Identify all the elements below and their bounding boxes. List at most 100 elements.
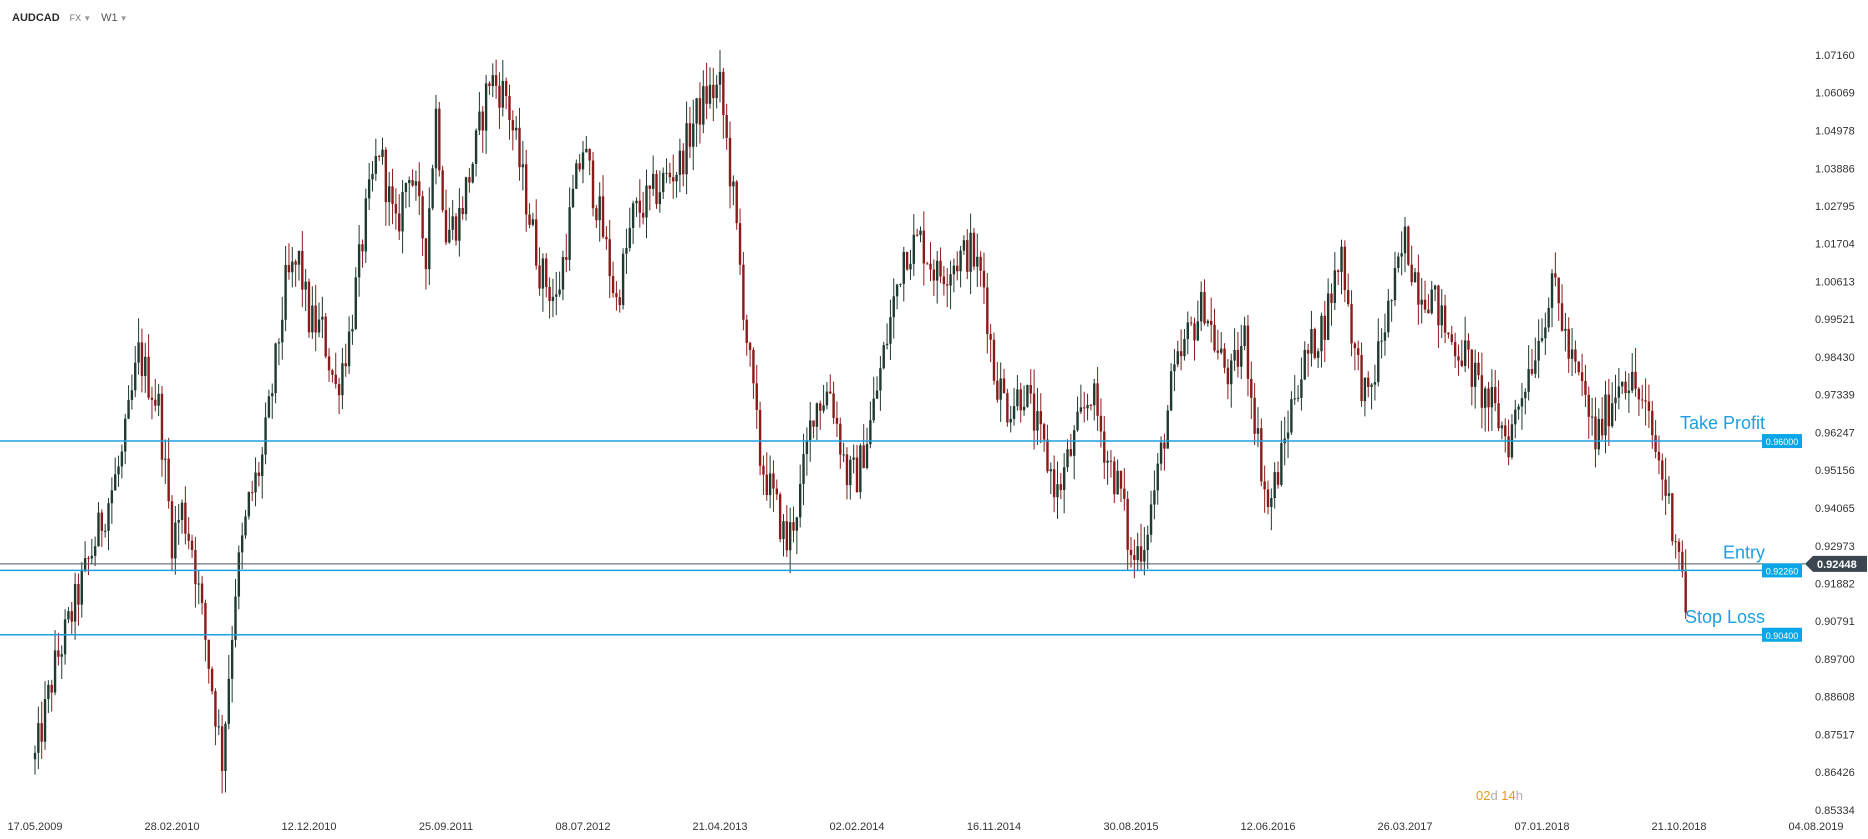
candle-body: [628, 227, 631, 249]
candle: [1250, 361, 1253, 420]
candle: [170, 495, 174, 572]
candle-body: [514, 127, 518, 131]
timeframe-selector[interactable]: W1 ▼: [101, 12, 127, 24]
level-badge-bg: [1762, 627, 1802, 642]
candle-body: [1667, 493, 1671, 496]
candle: [1684, 549, 1687, 619]
candle: [855, 444, 859, 493]
candle-body: [1357, 348, 1360, 356]
candle: [1169, 363, 1173, 412]
candle-body: [1123, 488, 1126, 499]
candle: [905, 251, 909, 272]
candle-body: [1012, 406, 1016, 419]
candle-body: [1520, 398, 1524, 407]
candle-body: [63, 619, 67, 655]
candle: [1069, 433, 1073, 457]
candle: [555, 271, 558, 316]
candle-body: [1039, 411, 1042, 425]
candle-body: [1363, 377, 1367, 402]
symbol-label[interactable]: AUDCAD: [12, 12, 60, 24]
candle: [428, 187, 431, 285]
candle: [354, 267, 357, 330]
candle-body: [1614, 397, 1617, 404]
candle-body: [1440, 305, 1443, 326]
candle-body: [545, 258, 548, 287]
candle-body: [97, 512, 100, 547]
candle: [969, 213, 972, 295]
candle-body: [1574, 349, 1577, 362]
candle: [1146, 525, 1149, 569]
candle: [608, 219, 611, 299]
candle-body: [625, 248, 628, 254]
candle: [862, 424, 865, 469]
candle-body: [1103, 431, 1106, 463]
candle: [180, 499, 184, 534]
candle-body: [73, 583, 77, 622]
candle-body: [1387, 300, 1390, 333]
candle: [725, 103, 728, 150]
candle-body: [638, 200, 642, 213]
candle: [1567, 317, 1570, 373]
candle-body: [1089, 404, 1093, 406]
candle: [1507, 419, 1510, 466]
candle-body: [157, 393, 160, 406]
candle-body: [792, 522, 795, 531]
candle-body: [1480, 375, 1484, 408]
candle: [682, 143, 685, 187]
candle-body: [1437, 285, 1440, 326]
y-tick-label: 1.02795: [1815, 201, 1855, 213]
candle: [1093, 378, 1096, 421]
candle-body: [491, 75, 494, 87]
candle-body: [1534, 360, 1537, 374]
candle: [331, 368, 334, 383]
candle-body: [214, 691, 217, 727]
candle: [695, 97, 698, 147]
candle-body: [1554, 273, 1557, 278]
candle-body: [1597, 418, 1601, 450]
candle: [103, 523, 107, 538]
candle-body: [1276, 472, 1280, 485]
candle: [164, 439, 167, 484]
candle-body: [1447, 332, 1450, 335]
candle-body: [912, 234, 916, 264]
x-tick-label: 12.12.2010: [281, 821, 336, 833]
x-tick-label: 30.08.2015: [1103, 821, 1158, 833]
candle: [775, 479, 779, 501]
candle: [1610, 382, 1614, 428]
candle-body: [100, 512, 104, 531]
candle: [217, 709, 220, 736]
level-badge-bg: [1762, 563, 1802, 578]
candle: [488, 81, 491, 95]
candle-body: [1494, 387, 1497, 404]
candle-body: [1433, 285, 1437, 290]
candle: [528, 203, 531, 229]
candle: [1136, 532, 1139, 572]
candle-body: [1240, 346, 1243, 367]
candle-body: [1270, 498, 1273, 507]
candle: [865, 427, 869, 470]
candle: [1173, 348, 1176, 392]
candle: [1139, 523, 1143, 570]
candle: [986, 273, 989, 354]
candle: [972, 227, 976, 271]
candle: [912, 214, 916, 276]
candle-body: [919, 230, 922, 235]
candle-body: [1032, 393, 1036, 431]
candle: [638, 179, 642, 228]
candle-body: [895, 284, 899, 297]
candle: [1654, 420, 1657, 459]
candle: [47, 680, 50, 714]
candle: [1233, 328, 1236, 372]
candle-body: [859, 445, 862, 493]
market-selector[interactable]: FX ▼: [70, 12, 91, 24]
candle: [588, 148, 591, 176]
candle: [1473, 349, 1477, 409]
candle-body: [849, 459, 852, 486]
y-tick-label: 0.90791: [1815, 616, 1855, 628]
candle-body: [1407, 226, 1410, 265]
candle: [568, 187, 571, 271]
candle: [90, 538, 94, 565]
candle-body: [1651, 410, 1654, 436]
candle-body: [1517, 406, 1520, 410]
